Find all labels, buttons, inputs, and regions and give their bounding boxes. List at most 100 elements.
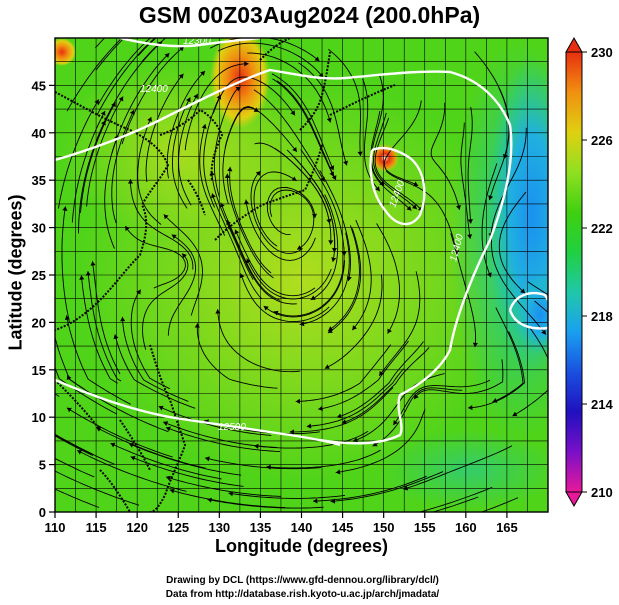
- streamline-arrow: [306, 423, 312, 429]
- streamline: [96, 38, 156, 116]
- colorbar-ticks: 230 226 222 218 214 210: [582, 45, 613, 500]
- height-contours: [55, 38, 548, 447]
- streamline: [246, 258, 332, 300]
- streamline-arrow: [179, 46, 184, 52]
- y-axis-ticks: 0 5 10 15 20 25 30 35 40 45: [32, 78, 55, 520]
- streamline: [66, 407, 173, 458]
- streamline-arrow: [209, 170, 215, 176]
- streamline-arrow: [136, 289, 141, 295]
- streamline-arrow: [292, 146, 297, 152]
- streamline: [228, 492, 346, 499]
- streamline-arrow: [604, 358, 609, 363]
- streamline: [418, 486, 493, 512]
- streamline-arrow: [118, 96, 124, 102]
- streamline-arrow: [246, 258, 251, 264]
- streamline: [298, 62, 348, 166]
- streamline-arrow: [120, 316, 126, 322]
- streamline: [95, 38, 125, 71]
- streamline: [142, 253, 189, 350]
- streamline: [234, 229, 316, 297]
- streamline: [330, 471, 444, 502]
- contour-line: [119, 38, 261, 48]
- x-tick-label: 130: [208, 520, 230, 535]
- x-axis-ticks: 110 115 120 125 130 135 140 145 150 155 160 165: [45, 512, 518, 535]
- map-title: GSM 00Z03Aug2024 (200.0hPa): [138, 2, 481, 28]
- streamline-arrow: [341, 419, 347, 425]
- streamline-arrow: [165, 26, 170, 31]
- streamline: [178, 93, 199, 206]
- streamline-arrow: [163, 214, 169, 220]
- streamline-arrow: [327, 328, 333, 334]
- streamline: [203, 94, 222, 208]
- y-tick-label: 15: [32, 363, 46, 378]
- streamline-arrow: [43, 332, 48, 337]
- streamline-arrow: [228, 491, 234, 497]
- streamline: [490, 127, 527, 238]
- x-tick-label: 160: [455, 520, 477, 535]
- streamline-arrow: [314, 56, 320, 62]
- streamline-arrow: [467, 234, 473, 239]
- streamline: [211, 193, 263, 300]
- colorbar-top-arrow: [565, 36, 583, 53]
- streamline: [55, 457, 95, 478]
- streamline-arrow: [393, 420, 398, 425]
- streamline-arrow: [343, 160, 349, 166]
- streamline-arrow: [375, 186, 380, 192]
- x-tick-label: 140: [291, 520, 313, 535]
- streamline: [460, 122, 471, 239]
- streamline-arrow: [215, 309, 221, 314]
- streamline-arrow: [403, 485, 409, 491]
- streamline: [55, 435, 94, 457]
- streamline-arrow: [326, 218, 332, 224]
- streamline: [293, 156, 336, 262]
- streamline: [171, 97, 191, 209]
- streamline: [253, 171, 297, 247]
- streamline: [130, 456, 244, 487]
- streamline: [370, 111, 412, 211]
- map-figure: 12400 12500 12300 12400 12400 110 115 120 1…: [32, 0, 614, 535]
- streamline-arrow: [233, 0, 238, 1]
- streamline-arrow: [502, 154, 508, 159]
- colorbar-tick-label: 230: [591, 45, 613, 60]
- streamline: [55, 434, 115, 465]
- streamline-arrow: [211, 193, 216, 199]
- streamline-arrow: [113, 334, 119, 340]
- y-tick-label: 30: [32, 221, 46, 236]
- streamline-arrow: [130, 455, 136, 461]
- streamline-arrow: [165, 426, 171, 432]
- streamline-arrow: [520, 288, 526, 294]
- streamline-arrow: [90, 261, 96, 266]
- x-tick-label: 145: [332, 520, 354, 535]
- streamline: [254, 142, 331, 224]
- streamline-arrow: [128, 442, 134, 448]
- streamline-arrow: [127, 179, 134, 184]
- streamline: [226, 219, 297, 305]
- streamline: [306, 368, 404, 427]
- streamline: [145, 73, 184, 183]
- streamline-arrow: [163, 421, 169, 426]
- streamline: [318, 340, 409, 410]
- streamline: [295, 344, 392, 402]
- streamline: [137, 116, 162, 225]
- streamline-arrow: [289, 429, 295, 435]
- streamline: [121, 46, 185, 145]
- streamline-arrow: [318, 405, 323, 411]
- y-tick-label: 25: [32, 268, 46, 283]
- streamline-arrow: [194, 323, 200, 328]
- streamline-arrow: [255, 171, 261, 176]
- streamline: [413, 359, 504, 400]
- streamline: [92, 261, 121, 375]
- colorbar-bottom-arrow: [565, 491, 583, 508]
- streamline: [273, 247, 345, 317]
- streamline: [97, 41, 163, 138]
- streamline-arrow: [411, 204, 417, 210]
- streamline: [467, 106, 473, 224]
- streamline-arrow: [295, 398, 301, 404]
- streamline: [104, 134, 119, 249]
- colorbar-tick-label: 222: [591, 221, 613, 236]
- streamline-arrow: [379, 370, 384, 376]
- streamline-arrow: [193, 93, 198, 99]
- streamline-arrow: [182, 253, 187, 259]
- streamline: [167, 234, 196, 336]
- streamline: [250, 170, 303, 254]
